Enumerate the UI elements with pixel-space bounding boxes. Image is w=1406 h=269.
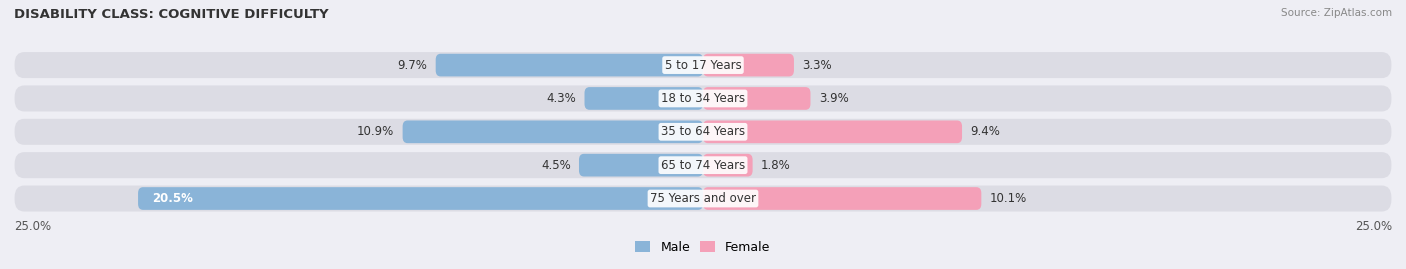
FancyBboxPatch shape bbox=[14, 152, 1392, 178]
FancyBboxPatch shape bbox=[585, 87, 703, 110]
Legend: Male, Female: Male, Female bbox=[630, 236, 776, 259]
Text: 65 to 74 Years: 65 to 74 Years bbox=[661, 159, 745, 172]
Text: 4.3%: 4.3% bbox=[547, 92, 576, 105]
Text: 35 to 64 Years: 35 to 64 Years bbox=[661, 125, 745, 138]
Text: 4.5%: 4.5% bbox=[541, 159, 571, 172]
FancyBboxPatch shape bbox=[138, 187, 703, 210]
Text: 25.0%: 25.0% bbox=[14, 220, 51, 233]
FancyBboxPatch shape bbox=[14, 119, 1392, 145]
Text: 3.3%: 3.3% bbox=[803, 59, 832, 72]
Text: 1.8%: 1.8% bbox=[761, 159, 790, 172]
FancyBboxPatch shape bbox=[703, 121, 962, 143]
Text: 9.7%: 9.7% bbox=[398, 59, 427, 72]
FancyBboxPatch shape bbox=[402, 121, 703, 143]
FancyBboxPatch shape bbox=[579, 154, 703, 176]
Text: 10.9%: 10.9% bbox=[357, 125, 394, 138]
FancyBboxPatch shape bbox=[14, 52, 1392, 78]
Text: 9.4%: 9.4% bbox=[970, 125, 1000, 138]
FancyBboxPatch shape bbox=[14, 86, 1392, 111]
Text: DISABILITY CLASS: COGNITIVE DIFFICULTY: DISABILITY CLASS: COGNITIVE DIFFICULTY bbox=[14, 8, 329, 21]
Text: 75 Years and over: 75 Years and over bbox=[650, 192, 756, 205]
Text: 10.1%: 10.1% bbox=[990, 192, 1026, 205]
Text: 18 to 34 Years: 18 to 34 Years bbox=[661, 92, 745, 105]
FancyBboxPatch shape bbox=[703, 154, 752, 176]
Text: 25.0%: 25.0% bbox=[1355, 220, 1392, 233]
Text: 5 to 17 Years: 5 to 17 Years bbox=[665, 59, 741, 72]
FancyBboxPatch shape bbox=[703, 54, 794, 76]
FancyBboxPatch shape bbox=[436, 54, 703, 76]
Text: 20.5%: 20.5% bbox=[152, 192, 193, 205]
Text: Source: ZipAtlas.com: Source: ZipAtlas.com bbox=[1281, 8, 1392, 18]
FancyBboxPatch shape bbox=[703, 187, 981, 210]
FancyBboxPatch shape bbox=[703, 87, 810, 110]
Text: 3.9%: 3.9% bbox=[818, 92, 848, 105]
FancyBboxPatch shape bbox=[14, 186, 1392, 211]
